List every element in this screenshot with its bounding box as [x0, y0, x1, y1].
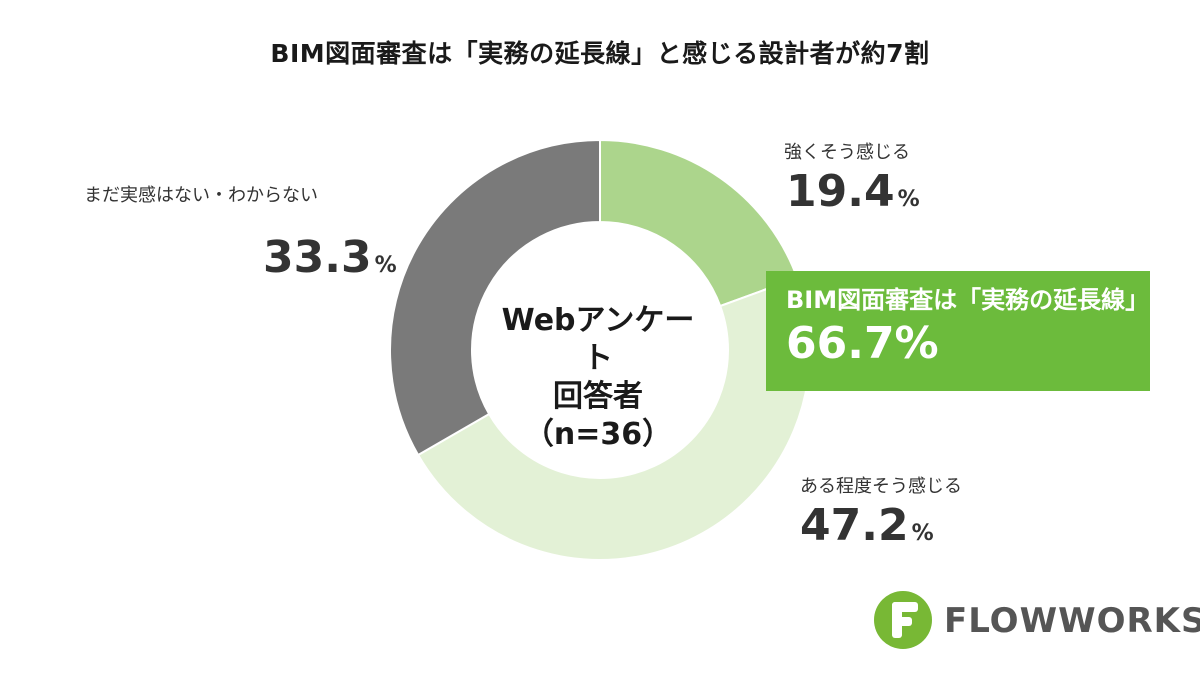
- slice-somewhat: [416, 276, 811, 561]
- value-somewhat: 47.2%: [800, 500, 934, 551]
- chart-title: BIM図面審査は「実務の延長線」と感じる設計者が約7割: [270, 39, 930, 68]
- value-not-yet: 33.3%: [263, 232, 397, 283]
- value-strongly-unit: %: [897, 187, 920, 212]
- label-strongly: 強くそう感じる: [784, 142, 910, 163]
- logo-mark-icon: [874, 591, 932, 649]
- label-not-yet: まだ実感はない・わからない: [84, 185, 318, 206]
- value-not-yet-number: 33.3: [263, 232, 372, 283]
- value-somewhat-unit: %: [911, 521, 934, 546]
- label-somewhat: ある程度そう感じる: [800, 476, 962, 497]
- logo-text: FLOWWORKS: [944, 601, 1200, 641]
- center-line-1: Webアンケート: [501, 303, 695, 376]
- combined-callout-box: BIM図面審査は「実務の延長線」 66.7%: [766, 271, 1150, 391]
- value-somewhat-number: 47.2: [800, 500, 909, 551]
- slice-not-yet: [389, 138, 601, 457]
- callout-label: BIM図面審査は「実務の延長線」: [786, 286, 1150, 314]
- center-line-3: （n=36）: [523, 417, 673, 452]
- callout-value: 66.7%: [786, 318, 939, 369]
- donut-center-label: Webアンケート 回答者 （n=36）: [498, 302, 698, 454]
- value-not-yet-unit: %: [374, 253, 397, 278]
- value-strongly-number: 19.4: [786, 166, 895, 217]
- center-line-2: 回答者: [553, 379, 643, 414]
- value-strongly: 19.4%: [786, 166, 920, 217]
- flowworks-logo: FLOWWORKS: [874, 585, 1200, 655]
